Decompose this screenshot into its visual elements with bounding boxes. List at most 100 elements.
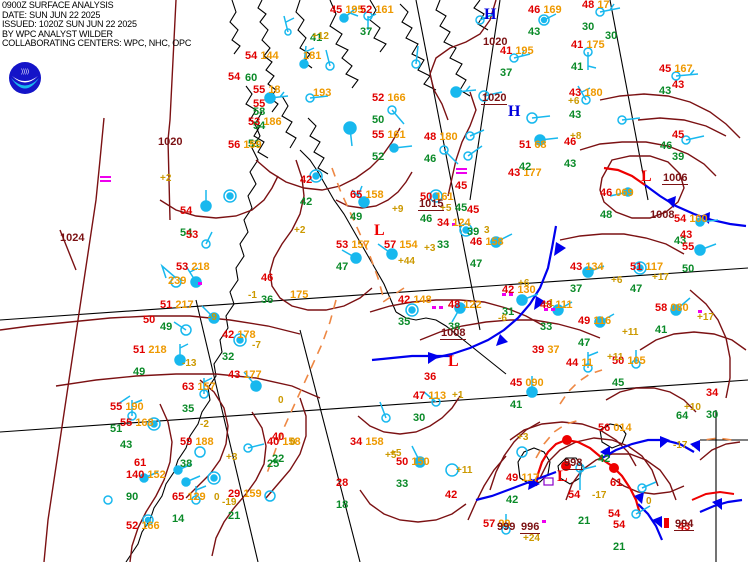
pressure-change-value: +3 [517, 432, 529, 443]
pressure-change-value: +8 [570, 131, 582, 142]
station-dewpoint: 37 [500, 67, 513, 79]
station-dewpoint: 45 [455, 202, 468, 214]
station-pressure: 17 [597, 0, 610, 11]
pressure-change-value: +17 [652, 272, 669, 283]
station-plot: 54 [228, 72, 240, 83]
station-pressure: 080 [670, 302, 689, 314]
station-dewpoint: 54 [253, 120, 266, 132]
pressure-change-value: +44 [398, 256, 415, 267]
station-pressure: 158 [365, 436, 384, 448]
station-temperature: 39 [532, 344, 545, 356]
pressure-change-value: +11 [622, 327, 639, 338]
station-plot: 46 158 47 [470, 237, 504, 270]
station-plot: 64 [676, 400, 688, 422]
station-pressure: 68 [534, 139, 547, 151]
station-temperature: 46 [600, 187, 613, 199]
station-plot: 21 [578, 505, 590, 527]
station-plot: 140 152 90 [126, 470, 166, 503]
station-temperature: 29 [228, 488, 241, 500]
station-temperature: 51 [160, 299, 173, 311]
station-dewpoint: 14 [172, 513, 185, 525]
station-pressure: 11 [581, 357, 593, 369]
station-temperature: 45 [455, 180, 468, 192]
station-dewpoint: 30 [706, 409, 719, 421]
station-plot: 48 111 33 [540, 300, 572, 333]
pressure-change-value: +5 [385, 450, 397, 461]
station-plot: 48 17 30 [582, 0, 610, 33]
station-plot: 175 [290, 290, 308, 301]
station-plot: 65 129 14 [172, 492, 206, 525]
station-plot: 29 159 21 [228, 489, 262, 522]
station-plot: 46 169 43 [528, 5, 562, 38]
station-temperature: 53 [186, 229, 199, 241]
station-pressure: 167 [674, 63, 693, 75]
warm-front-1006 [603, 166, 646, 186]
station-temperature: 45 [330, 4, 343, 16]
station-pressure: 188 [195, 436, 214, 448]
station-dewpoint: 48 [600, 209, 613, 221]
station-pressure: 195 [515, 45, 534, 57]
station-plot: 43 180 43 [569, 88, 603, 121]
cold-front-998 [475, 436, 700, 541]
station-plot: 61 [610, 478, 622, 489]
station-dewpoint: 47 [578, 337, 591, 349]
station-dewpoint: 41 [571, 61, 584, 73]
station-dewpoint: 43 [528, 26, 541, 38]
station-pressure: 190 [125, 401, 144, 413]
station-dewpoint: 18 [336, 499, 349, 511]
station-temperature: 53 [176, 261, 189, 273]
station-temperature: 54 [228, 71, 241, 83]
station-dewpoint: 30 [413, 412, 426, 424]
station-temperature: 42 [445, 489, 458, 501]
station-temperature: 36 [424, 371, 437, 383]
station-plot: 53 157 47 [336, 240, 370, 273]
station-temperature: 48 [540, 299, 553, 311]
station-temperature: 42 [222, 329, 235, 341]
station-temperature: 63 [182, 381, 195, 393]
isobar-label: 1020 [483, 36, 508, 48]
station-plot: 54 [568, 490, 580, 501]
station-temperature: 54 [613, 519, 626, 531]
pressure-change-value: -6 [498, 313, 507, 324]
station-plot: 50 [143, 315, 155, 326]
cold-front-northeast [644, 184, 747, 228]
station-plot: 54 54 [180, 206, 192, 239]
isobar-label: 1008 [650, 209, 675, 221]
station-plot: 52 166 [126, 521, 160, 532]
station-plot: 30 [605, 20, 617, 42]
station-plot: 46 43 [564, 137, 576, 170]
station-dewpoint: 39 [672, 151, 685, 163]
station-plot: 50 105 45 [612, 356, 646, 389]
station-temperature: 50 [612, 355, 625, 367]
pressure-change-value: +1 [452, 390, 464, 401]
station-plot: 39 37 [532, 345, 560, 356]
station-pressure: 124 [452, 217, 471, 229]
station-dewpoint: 41 [510, 399, 523, 411]
station-temperature: 48 [448, 299, 461, 311]
station-plot: 45 195 [330, 5, 364, 16]
station-temperature: 49 [506, 472, 519, 484]
station-pressure: 157 [197, 381, 216, 393]
pressure-change-value: +10 [684, 402, 701, 413]
station-pressure: 99 [498, 518, 511, 530]
station-plot: 53 218 [176, 262, 210, 273]
pressure-change-value: -13 [182, 358, 197, 369]
pressure-change-value: 0 [290, 437, 296, 448]
station-plot: 48 180 46 [424, 132, 458, 165]
station-temperature: 58 [655, 302, 668, 314]
station-plot: 61 [134, 458, 146, 469]
station-dewpoint: 42 [519, 161, 532, 173]
pressure-change-value: +2 [160, 173, 172, 184]
station-dewpoint: 49 [350, 211, 363, 223]
station-plot: 49 116 47 [578, 316, 611, 349]
station-pressure: 161 [387, 129, 406, 141]
pressure-change-value: -17 [673, 440, 688, 451]
pressure-change-value: +11 [456, 465, 473, 476]
station-temperature: 140 [126, 469, 145, 481]
station-plot: 54 100 43 [674, 214, 708, 247]
station-plot: 57 154 [384, 240, 418, 251]
station-plot: 56 159 [228, 140, 262, 151]
station-pressure: 175 [290, 289, 309, 301]
station-pressure: 180 [584, 87, 603, 99]
